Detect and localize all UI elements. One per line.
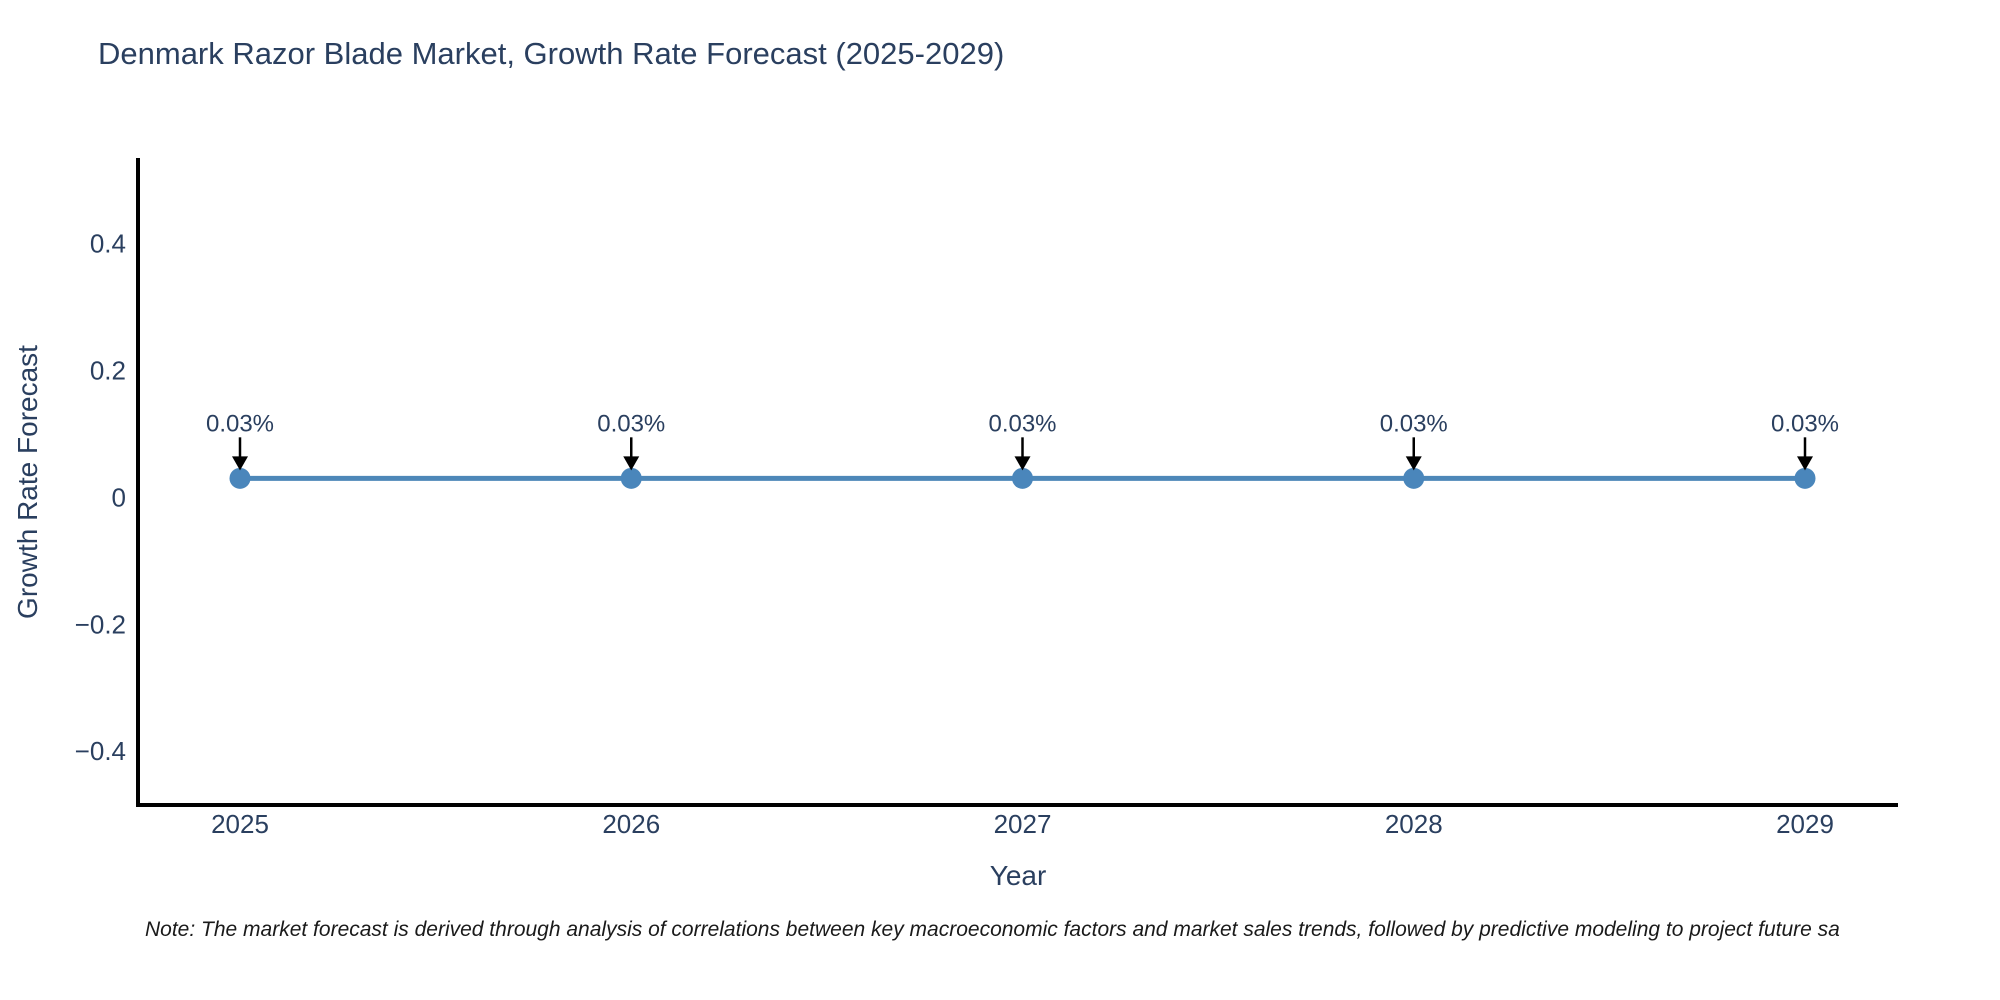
annotation-arrowhead xyxy=(1405,456,1422,471)
x-tick-label-2029: 2029 xyxy=(1776,809,1834,839)
point-label-2026: 0.03% xyxy=(597,410,665,437)
x-axis-title: Year xyxy=(989,860,1047,891)
y-tick-label-0.4: 0.4 xyxy=(90,229,126,259)
data-point-2025 xyxy=(229,467,251,489)
data-point-2029 xyxy=(1794,467,1816,489)
footnote: Note: The market forecast is derived thr… xyxy=(145,918,1840,941)
x-tick-label-2028: 2028 xyxy=(1385,809,1443,839)
data-point-2027 xyxy=(1012,467,1033,489)
data-point-2028 xyxy=(1403,467,1425,489)
y-tick-label-0.2: 0.2 xyxy=(90,356,126,386)
annotation-arrowhead xyxy=(232,456,248,471)
y-tick-label-0: 0 xyxy=(112,482,126,512)
annotation-arrowhead xyxy=(1014,456,1031,471)
annotation-arrowhead xyxy=(623,456,640,471)
annotation-arrowhead xyxy=(1797,456,1813,471)
point-label-2027: 0.03% xyxy=(988,410,1056,437)
data-point-2026 xyxy=(620,467,642,489)
point-label-2025: 0.03% xyxy=(206,410,274,437)
x-tick-label-2026: 2026 xyxy=(602,809,660,839)
x-tick-label-2027: 2027 xyxy=(994,809,1052,839)
point-label-2028: 0.03% xyxy=(1380,410,1448,437)
x-tick-label-2025: 2025 xyxy=(211,809,269,839)
point-label-2029: 0.03% xyxy=(1771,410,1839,437)
chart-title: Denmark Razor Blade Market, Growth Rate … xyxy=(98,36,1005,71)
y-tick-label-−0.2: −0.2 xyxy=(75,609,126,639)
y-tick-label-−0.4: −0.4 xyxy=(75,736,126,766)
